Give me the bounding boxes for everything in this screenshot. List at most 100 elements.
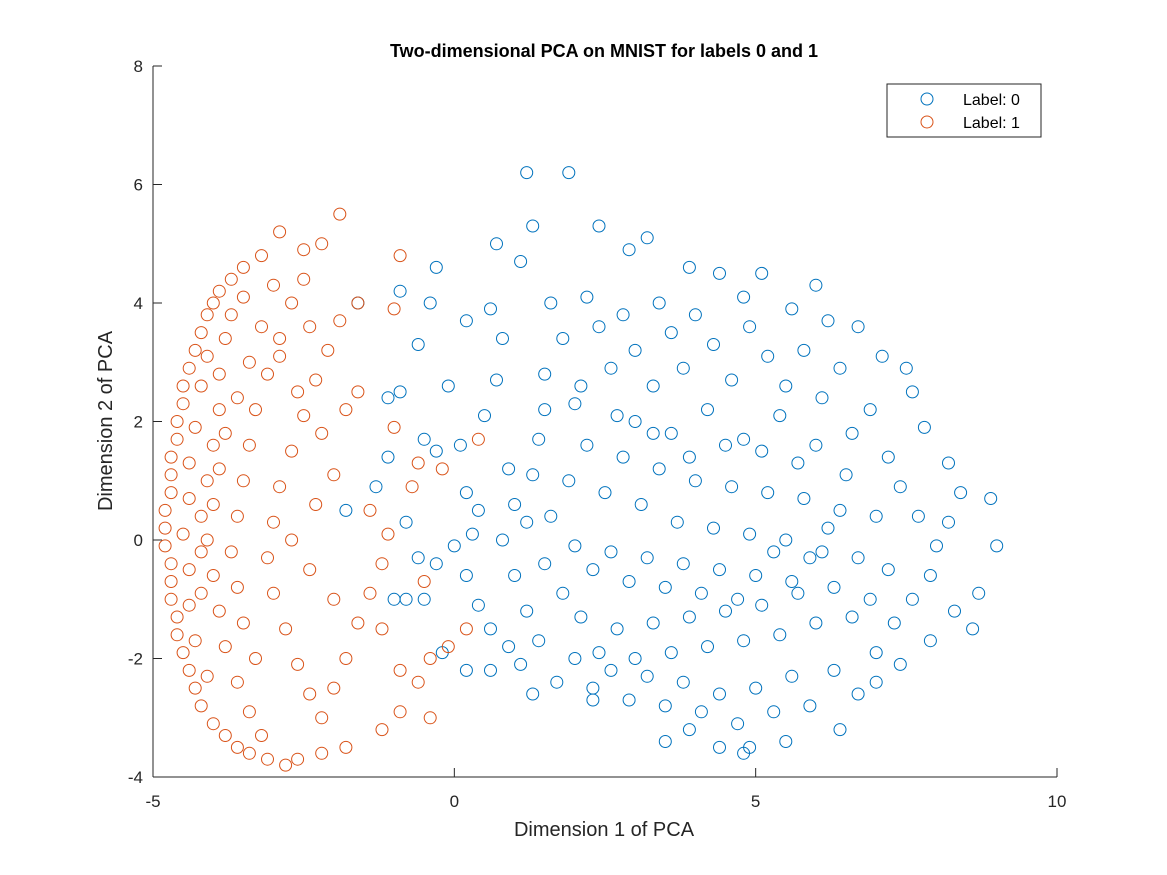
chart-title: Two-dimensional PCA on MNIST for labels … — [390, 41, 818, 61]
data-point — [381, 450, 395, 464]
data-point — [423, 711, 437, 725]
data-point — [327, 592, 341, 606]
data-point — [303, 320, 317, 334]
data-point — [255, 320, 268, 334]
data-point — [791, 586, 805, 600]
data-point — [628, 652, 642, 665]
data-point — [942, 515, 955, 529]
data-point — [538, 557, 552, 571]
data-point — [688, 308, 702, 322]
data-point — [652, 296, 666, 310]
data-point — [646, 379, 660, 393]
data-point — [893, 480, 907, 494]
data-point — [459, 486, 473, 500]
data-point — [682, 723, 696, 737]
y-axis-label: Dimension 2 of PCA — [95, 330, 117, 511]
data-point — [230, 675, 244, 689]
data-point — [321, 343, 335, 357]
data-point — [164, 592, 178, 606]
data-point — [279, 622, 293, 636]
data-point — [429, 444, 443, 458]
data-point — [255, 249, 268, 263]
data-point — [351, 296, 365, 310]
data-point — [743, 320, 757, 334]
data-point — [230, 391, 244, 405]
data-point — [333, 207, 347, 221]
legend-label: Label: 0 — [963, 92, 1020, 109]
data-point — [556, 332, 570, 345]
data-point — [182, 663, 196, 677]
data-point — [713, 266, 726, 280]
y-tick-label: -2 — [128, 650, 143, 669]
data-point — [749, 569, 763, 582]
data-point — [393, 663, 407, 677]
data-point — [496, 533, 509, 547]
data-point — [435, 462, 449, 476]
data-point — [701, 640, 714, 654]
data-point — [556, 586, 570, 600]
legend-box — [886, 83, 1042, 138]
data-point — [182, 456, 196, 470]
data-point — [447, 539, 461, 553]
data-point — [194, 326, 208, 340]
legend-marker — [920, 115, 934, 129]
x-tick-label: 0 — [450, 792, 459, 811]
data-point — [767, 545, 781, 559]
data-point — [743, 527, 757, 541]
data-point — [212, 367, 226, 381]
data-point — [200, 669, 214, 683]
data-point — [670, 515, 684, 529]
data-point — [484, 622, 497, 636]
data-point — [767, 705, 781, 719]
data-point — [640, 551, 654, 565]
data-point — [459, 569, 473, 582]
data-point — [707, 521, 720, 535]
data-point — [478, 409, 491, 423]
data-point — [188, 343, 202, 357]
data-point — [188, 634, 202, 648]
data-point — [441, 379, 455, 393]
data-point — [568, 397, 582, 411]
data-point — [821, 521, 835, 535]
data-point — [851, 551, 865, 565]
data-point — [707, 338, 720, 351]
data-point — [526, 219, 540, 233]
legend-label: Label: 1 — [963, 115, 1020, 132]
data-point — [218, 426, 232, 440]
data-point — [628, 343, 642, 357]
data-point — [586, 563, 600, 577]
data-point — [520, 604, 534, 618]
data-point — [731, 592, 745, 606]
data-point — [514, 255, 528, 268]
data-point — [574, 610, 588, 624]
series-0 — [339, 166, 1004, 760]
data-point — [658, 699, 672, 713]
data-point — [375, 622, 389, 636]
data-point — [887, 616, 901, 630]
data-point — [502, 462, 516, 476]
data-point — [725, 480, 739, 494]
data-point — [417, 575, 431, 588]
data-point — [188, 681, 202, 695]
data-point — [459, 663, 473, 677]
data-point — [381, 391, 395, 405]
data-point — [182, 492, 196, 505]
data-point — [273, 332, 287, 345]
data-point — [417, 432, 431, 446]
data-point — [242, 746, 256, 760]
data-point — [526, 687, 540, 701]
data-point — [471, 432, 485, 446]
data-point — [893, 657, 907, 671]
data-point — [230, 509, 244, 523]
data-point — [200, 533, 214, 547]
data-point — [610, 409, 624, 423]
data-point — [327, 468, 341, 482]
data-point — [411, 675, 425, 689]
data-point — [652, 462, 666, 476]
data-point — [676, 675, 690, 689]
data-point — [164, 486, 178, 500]
data-point — [785, 669, 799, 683]
data-point — [809, 438, 823, 452]
data-point — [797, 492, 811, 505]
data-point — [755, 266, 769, 280]
